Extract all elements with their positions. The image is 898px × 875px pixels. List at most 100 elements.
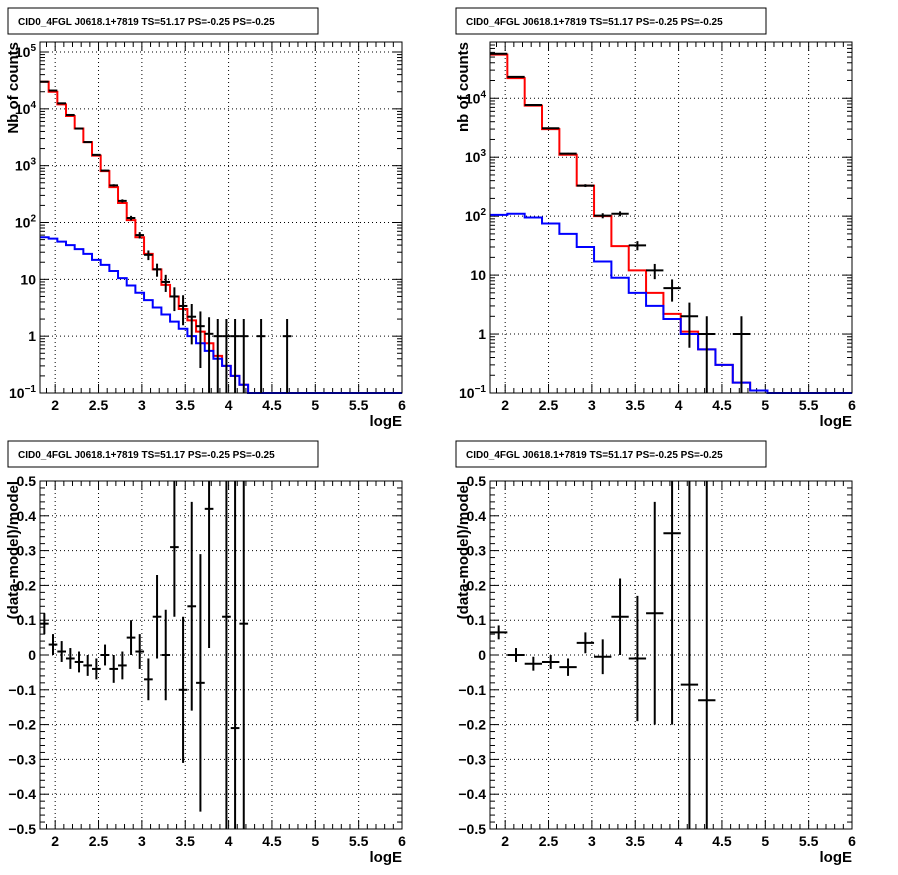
x-tick-label: 5.5 [349,397,369,413]
x-tick-label: 4 [675,833,683,849]
x-tick-label: 4 [225,397,233,413]
x-tick-label: 2.5 [539,833,559,849]
x-tick-label: 5 [761,833,769,849]
y-tick-label: −0.3 [8,751,36,767]
data-point [161,274,171,292]
x-tick-label: 3.5 [175,833,195,849]
x-tick-label: 5 [311,397,319,413]
residual-point [118,651,127,680]
residual-point [170,481,179,617]
title-box [455,7,767,35]
residual-point [178,616,188,763]
data-point [282,319,292,393]
residual-point [542,655,560,669]
x-axis-title: logE [370,849,403,866]
data-point [204,317,214,393]
y-axis-title: nb of counts [455,42,472,132]
x-tick-label: 2.5 [539,397,559,413]
data-point [109,184,119,187]
y-tick-label: 0.5 [17,473,37,489]
y-tick-label: 104 [465,89,487,106]
residual-point [239,481,249,829]
plot-frame [489,41,853,394]
data-point [100,169,110,172]
panel-bottom-left: CID0_4FGL J0618.1+7819 TS=51.17 PS=-0.25… [5,440,406,866]
x-tick-label: 4 [675,397,683,413]
residual-point [680,481,699,829]
residual-point [204,481,214,649]
minor-ticks [490,41,853,394]
x-tick-label: 3.5 [175,397,195,413]
plot-area [40,42,402,393]
y-tick-label: 0.1 [17,612,37,628]
x-tick-label: 5.5 [799,397,819,413]
data-point [594,213,612,219]
data-point [576,184,595,188]
residual-point [83,655,93,676]
y-tick-label: 10 [470,267,486,283]
y-axis-title: (data-model)/model [455,481,472,619]
x-axis-title: logE [820,849,853,866]
y-tick-label: 103 [465,148,487,165]
residual-point [490,625,508,640]
data-point [230,319,240,393]
residual-point [74,651,84,673]
data-point [646,263,664,280]
y-tick-label: −0.1 [458,682,486,698]
y-tick-label: −0.2 [458,717,486,733]
data-point [559,152,577,155]
y-tick-label: 10−1 [459,384,486,401]
residual-point [628,595,647,722]
data-point [239,319,249,393]
x-tick-label: 6 [848,833,856,849]
x-axis-title: logE [370,413,403,430]
minor-ticks [40,42,403,394]
title-box [7,440,319,468]
x-tick-label: 6 [398,397,406,413]
x-tick-label: 3.5 [625,833,645,849]
y-tick-label: 102 [465,207,487,224]
x-tick-label: 6 [848,397,856,413]
residual-point [222,481,231,829]
residual-point [126,620,136,655]
x-tick-label: 2 [501,397,509,413]
y-axis-title: (data-model)/model [5,481,22,619]
x-tick-label: 2 [501,833,509,849]
residual-point [187,501,197,711]
x-tick-label: 3 [138,397,146,413]
x-tick-label: 6 [398,833,406,849]
residual-point [576,632,595,654]
residual-point [663,481,681,725]
residual-point [161,609,171,701]
title-box [7,7,319,35]
data-point [144,250,153,261]
chart-title: CID0_4FGL J0618.1+7819 TS=51.17 PS=-0.25… [466,450,723,461]
data-point [66,113,75,116]
x-tick-label: 5 [761,397,769,413]
y-tick-label: −0.4 [8,786,36,802]
y-tick-label: 1 [28,328,36,344]
y-tick-label: 0.4 [467,508,487,524]
residual-point [152,574,162,659]
data-point [170,287,179,312]
y-tick-label: −0.5 [8,821,36,837]
x-tick-label: 4.5 [262,833,282,849]
plot-frame [39,480,403,830]
residual-point [230,481,240,829]
y-tick-label: −0.5 [458,821,486,837]
residual-point [507,648,525,662]
residual-point [109,655,119,683]
data-point [83,141,93,144]
data-point [135,232,145,239]
data-point [74,127,84,130]
residual-point [48,634,58,655]
x-tick-label: 2 [51,833,59,849]
y-tick-label: −0.2 [8,717,36,733]
y-tick-label: 104 [15,100,37,117]
panel-bottom-right: CID0_4FGL J0618.1+7819 TS=51.17 PS=-0.25… [455,440,856,866]
y-tick-label: 0 [28,647,36,663]
data-point [542,127,560,130]
data-point [256,319,266,393]
y-tick-label: 1 [478,326,486,342]
y-tick-label: −0.3 [458,751,486,767]
